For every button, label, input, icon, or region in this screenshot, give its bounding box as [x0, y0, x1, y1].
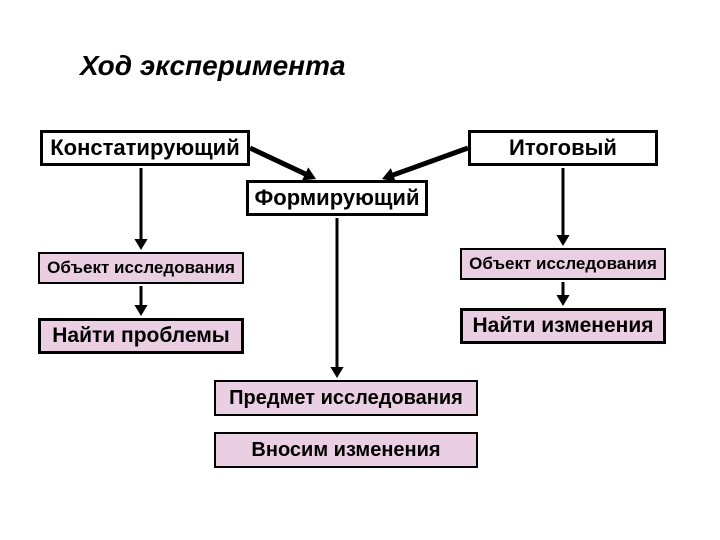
box-find-changes: Найти изменения — [460, 308, 666, 344]
box-object-left: Объект исследования — [38, 252, 244, 284]
diagram-canvas: Ход эксперимента Констатирующий Формирую… — [0, 0, 720, 540]
box-itogovyy: Итоговый — [468, 130, 658, 166]
box-formiruyushchiy: Формирующий — [246, 180, 428, 216]
box-object-right: Объект исследования — [460, 248, 666, 280]
box-subject: Предмет исследования — [214, 380, 478, 416]
diagram-title: Ход эксперимента — [80, 50, 346, 82]
box-konstatiruyushchiy: Констатирующий — [40, 130, 250, 166]
box-make-changes: Вносим изменения — [214, 432, 478, 468]
box-find-problems: Найти проблемы — [38, 318, 244, 354]
